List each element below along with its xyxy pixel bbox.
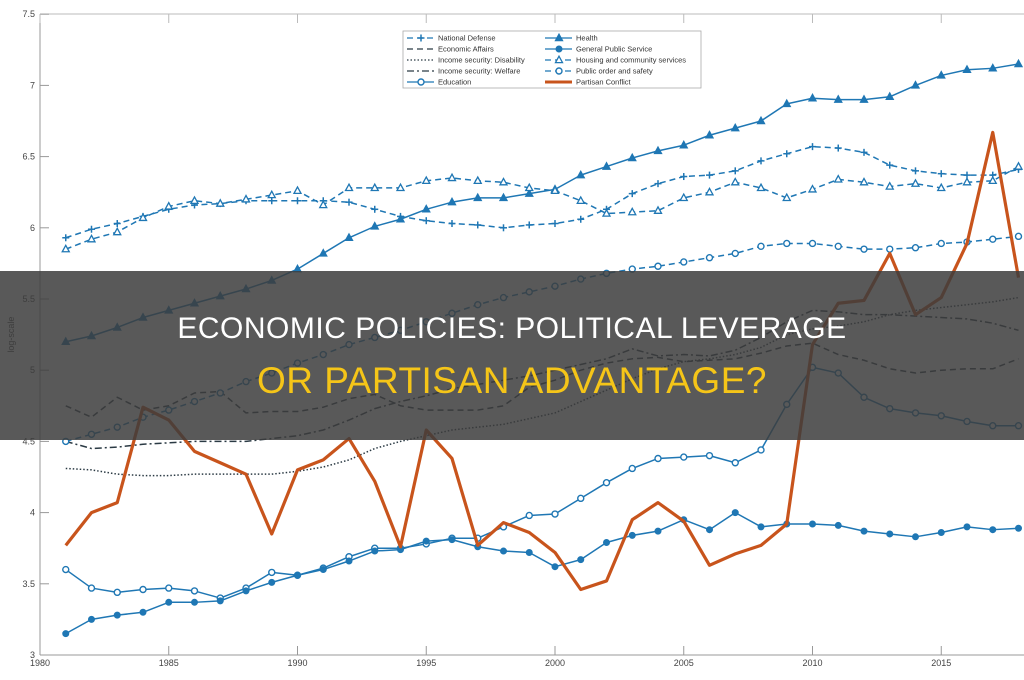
chart-legend: National Defense Economic Affairs Income s… [402,30,702,89]
legend-entry: Income security: Disability [438,56,525,65]
title-line-1: ECONOMIC POLICIES: POLITICAL LEVERAGE [177,311,847,345]
legend-entry: Housing and community services [576,56,686,65]
title-banner: ECONOMIC POLICIES: POLITICAL LEVERAGE OR… [0,271,1024,440]
series-housing-and-community-services [61,161,1024,253]
y-tick-label: 3 [30,650,35,660]
series-national-defense [62,143,1022,242]
legend-entry: Health [576,34,598,43]
x-tick-label: 1980 [30,658,50,668]
y-tick-label: 4 [30,508,35,518]
y-tick-label: 6.5 [22,152,35,162]
x-tick-label: 1990 [287,658,307,668]
x-tick-label: 2000 [545,658,565,668]
x-tick-label: 1995 [416,658,436,668]
x-tick-label: 1985 [159,658,179,668]
legend-entry: General Public Service [576,45,652,54]
y-tick-label: 7.5 [22,9,35,19]
y-tick-label: 6 [30,223,35,233]
y-tick-label: 3.5 [22,579,35,589]
y-tick-label: 4.5 [22,436,35,446]
x-tick-label: 2005 [674,658,694,668]
legend-entry: Economic Affairs [438,45,494,54]
y-tick-label: 7 [30,80,35,90]
chart-axes: 33.544.555.566.577.519801985199019952000… [6,9,1024,668]
legend-box [402,30,702,89]
legend-entry: National Defense [438,34,496,43]
title-line-2: OR PARTISAN ADVANTAGE? [257,359,767,401]
legend-entry: Partisan Conflict [576,78,632,87]
series-general-public-service [62,509,1022,638]
x-tick-label: 2015 [931,658,951,668]
legend-entry: Public order and safety [576,67,653,76]
x-tick-label: 2010 [802,658,822,668]
legend-entry: Income security: Welfare [438,67,520,76]
legend-entry: Education [438,78,471,87]
